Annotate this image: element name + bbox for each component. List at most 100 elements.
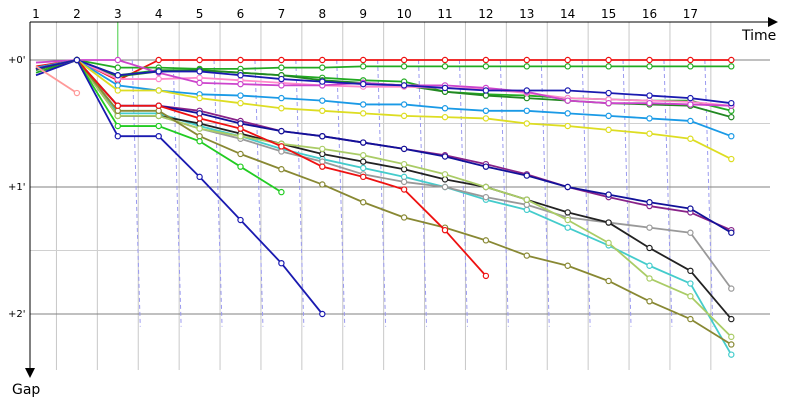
x-tick-label: 12 xyxy=(478,7,493,21)
series-point xyxy=(360,110,367,117)
series-point xyxy=(360,139,367,146)
series-point xyxy=(728,155,735,163)
series-point xyxy=(319,145,326,153)
series-point xyxy=(646,63,653,70)
series-point xyxy=(196,68,203,75)
series-point xyxy=(360,152,367,159)
series-point xyxy=(400,101,408,108)
axes: Time Gap xyxy=(12,17,778,398)
dashed-guide xyxy=(213,59,223,327)
series-point xyxy=(155,87,162,94)
series-point xyxy=(319,163,326,170)
series-point xyxy=(400,112,408,120)
series-point xyxy=(441,56,449,64)
series-point xyxy=(687,94,694,102)
series-point xyxy=(728,341,735,348)
series-point xyxy=(523,206,531,214)
series-point xyxy=(605,112,612,120)
series-point xyxy=(441,176,449,183)
series-point xyxy=(155,107,162,115)
series-point xyxy=(482,163,490,170)
series-line xyxy=(35,59,732,82)
series-point xyxy=(523,252,531,259)
series-point xyxy=(114,82,122,89)
series-point xyxy=(319,132,326,140)
x-tick-labels: 1 2 3 4 5 6 7 8 9 10 11 12 13 14 15 16 17 xyxy=(32,7,698,21)
series-point xyxy=(319,97,326,104)
series-point xyxy=(400,82,408,89)
series-point xyxy=(482,56,490,64)
series-point xyxy=(278,188,285,196)
series-point xyxy=(728,351,735,358)
series-point xyxy=(482,272,490,280)
x-tick-label: 9 xyxy=(359,7,367,21)
series-point xyxy=(523,120,531,127)
series-point xyxy=(400,178,408,186)
series-point xyxy=(605,89,612,97)
series-point xyxy=(687,293,694,300)
series-point xyxy=(278,260,285,267)
series-point xyxy=(605,191,612,198)
series-point xyxy=(400,56,408,64)
series-point xyxy=(400,166,408,173)
series-point xyxy=(523,196,531,203)
x-tick-label: 5 xyxy=(196,7,204,21)
series-point xyxy=(114,87,122,94)
series-point xyxy=(319,78,326,85)
y-tick-labels: +0' +1' +2' xyxy=(8,55,26,320)
series-point xyxy=(278,143,285,150)
series-point xyxy=(114,64,122,71)
series-line xyxy=(35,59,732,338)
series-point xyxy=(196,125,203,132)
series-point xyxy=(73,56,81,64)
series-point xyxy=(523,56,531,64)
series-point xyxy=(441,183,449,191)
series-point xyxy=(564,262,571,269)
series-point xyxy=(278,94,285,102)
series-point xyxy=(155,122,162,130)
x-tick-label: 4 xyxy=(155,7,163,21)
series-point xyxy=(441,226,449,234)
series-point xyxy=(360,199,367,206)
y-axis-title: Gap xyxy=(12,382,40,398)
series-point xyxy=(114,102,122,109)
series-point xyxy=(728,285,735,292)
series-point xyxy=(196,132,203,140)
series-point xyxy=(319,64,326,71)
series-point xyxy=(360,164,367,172)
dashed-guide xyxy=(377,59,387,327)
series-point xyxy=(687,280,694,287)
series-point xyxy=(728,132,735,140)
series-point xyxy=(155,75,162,83)
series-point xyxy=(646,92,653,99)
x-tick-label: 13 xyxy=(519,7,534,21)
series-point xyxy=(196,56,203,64)
series-point xyxy=(400,160,408,168)
series-point xyxy=(523,63,531,70)
x-tick-label: 3 xyxy=(114,7,122,21)
series-point xyxy=(687,56,694,64)
series-point xyxy=(114,122,122,130)
series-point xyxy=(360,63,367,70)
series-point xyxy=(523,107,531,115)
series-point xyxy=(605,56,612,64)
series-point xyxy=(278,56,285,64)
series-point xyxy=(564,63,571,70)
y-tick-label: +2' xyxy=(8,309,26,320)
series-point xyxy=(728,107,735,115)
x-tick-label: 14 xyxy=(560,7,575,21)
series-point xyxy=(646,99,653,107)
series-point xyxy=(155,132,162,140)
series-point xyxy=(400,214,408,221)
y-tick-label: +0' xyxy=(8,55,26,66)
series-point xyxy=(728,315,735,323)
series-point xyxy=(687,267,694,275)
series-point xyxy=(523,94,531,102)
dashed-guide xyxy=(540,59,550,327)
series-point xyxy=(237,56,244,64)
series-point xyxy=(237,150,244,158)
series-line xyxy=(35,59,732,160)
series-point xyxy=(237,72,244,79)
series-line xyxy=(35,59,487,277)
series-point xyxy=(605,99,612,107)
